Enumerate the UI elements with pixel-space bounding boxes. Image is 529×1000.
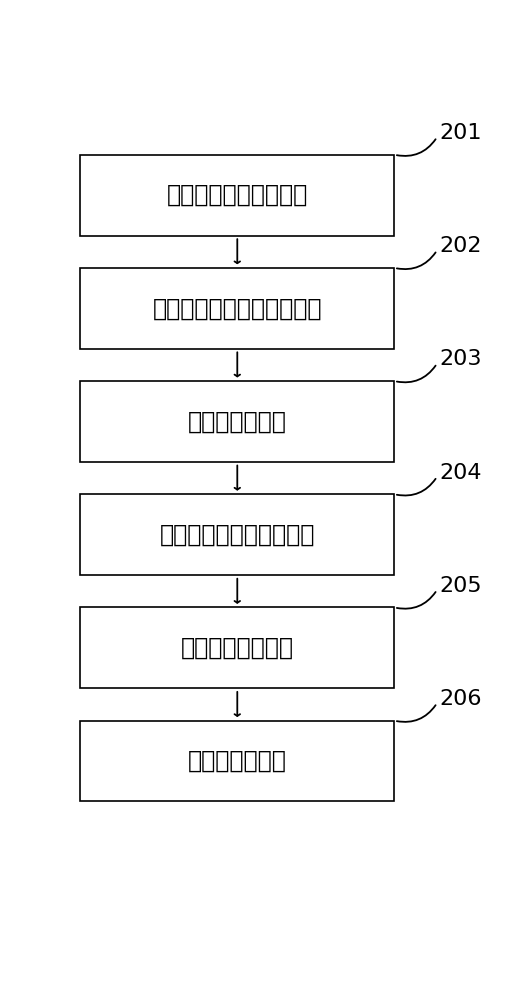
Text: 205: 205 — [439, 576, 482, 596]
Bar — [80, 268, 394, 349]
Bar — [80, 381, 394, 462]
Text: 第一初始化模块: 第一初始化模块 — [188, 409, 287, 433]
Bar — [80, 721, 394, 801]
Text: 控制环输出参数获取模块: 控制环输出参数获取模块 — [160, 523, 315, 547]
Text: 输出电压获取模块: 输出电压获取模块 — [181, 636, 294, 660]
Text: 204: 204 — [439, 463, 482, 483]
Bar — [80, 155, 394, 235]
Text: 202: 202 — [439, 236, 482, 256]
Bar — [80, 494, 394, 575]
Bar — [80, 607, 394, 688]
Text: 203: 203 — [439, 349, 482, 369]
Text: 双馈风机参数获取模块: 双馈风机参数获取模块 — [167, 183, 308, 207]
Text: 206: 206 — [439, 689, 482, 709]
Text: 双馈风机理论参数获取模块: 双馈风机理论参数获取模块 — [152, 296, 322, 320]
Text: 第二初始化模块: 第二初始化模块 — [188, 749, 287, 773]
Text: 201: 201 — [439, 123, 482, 143]
